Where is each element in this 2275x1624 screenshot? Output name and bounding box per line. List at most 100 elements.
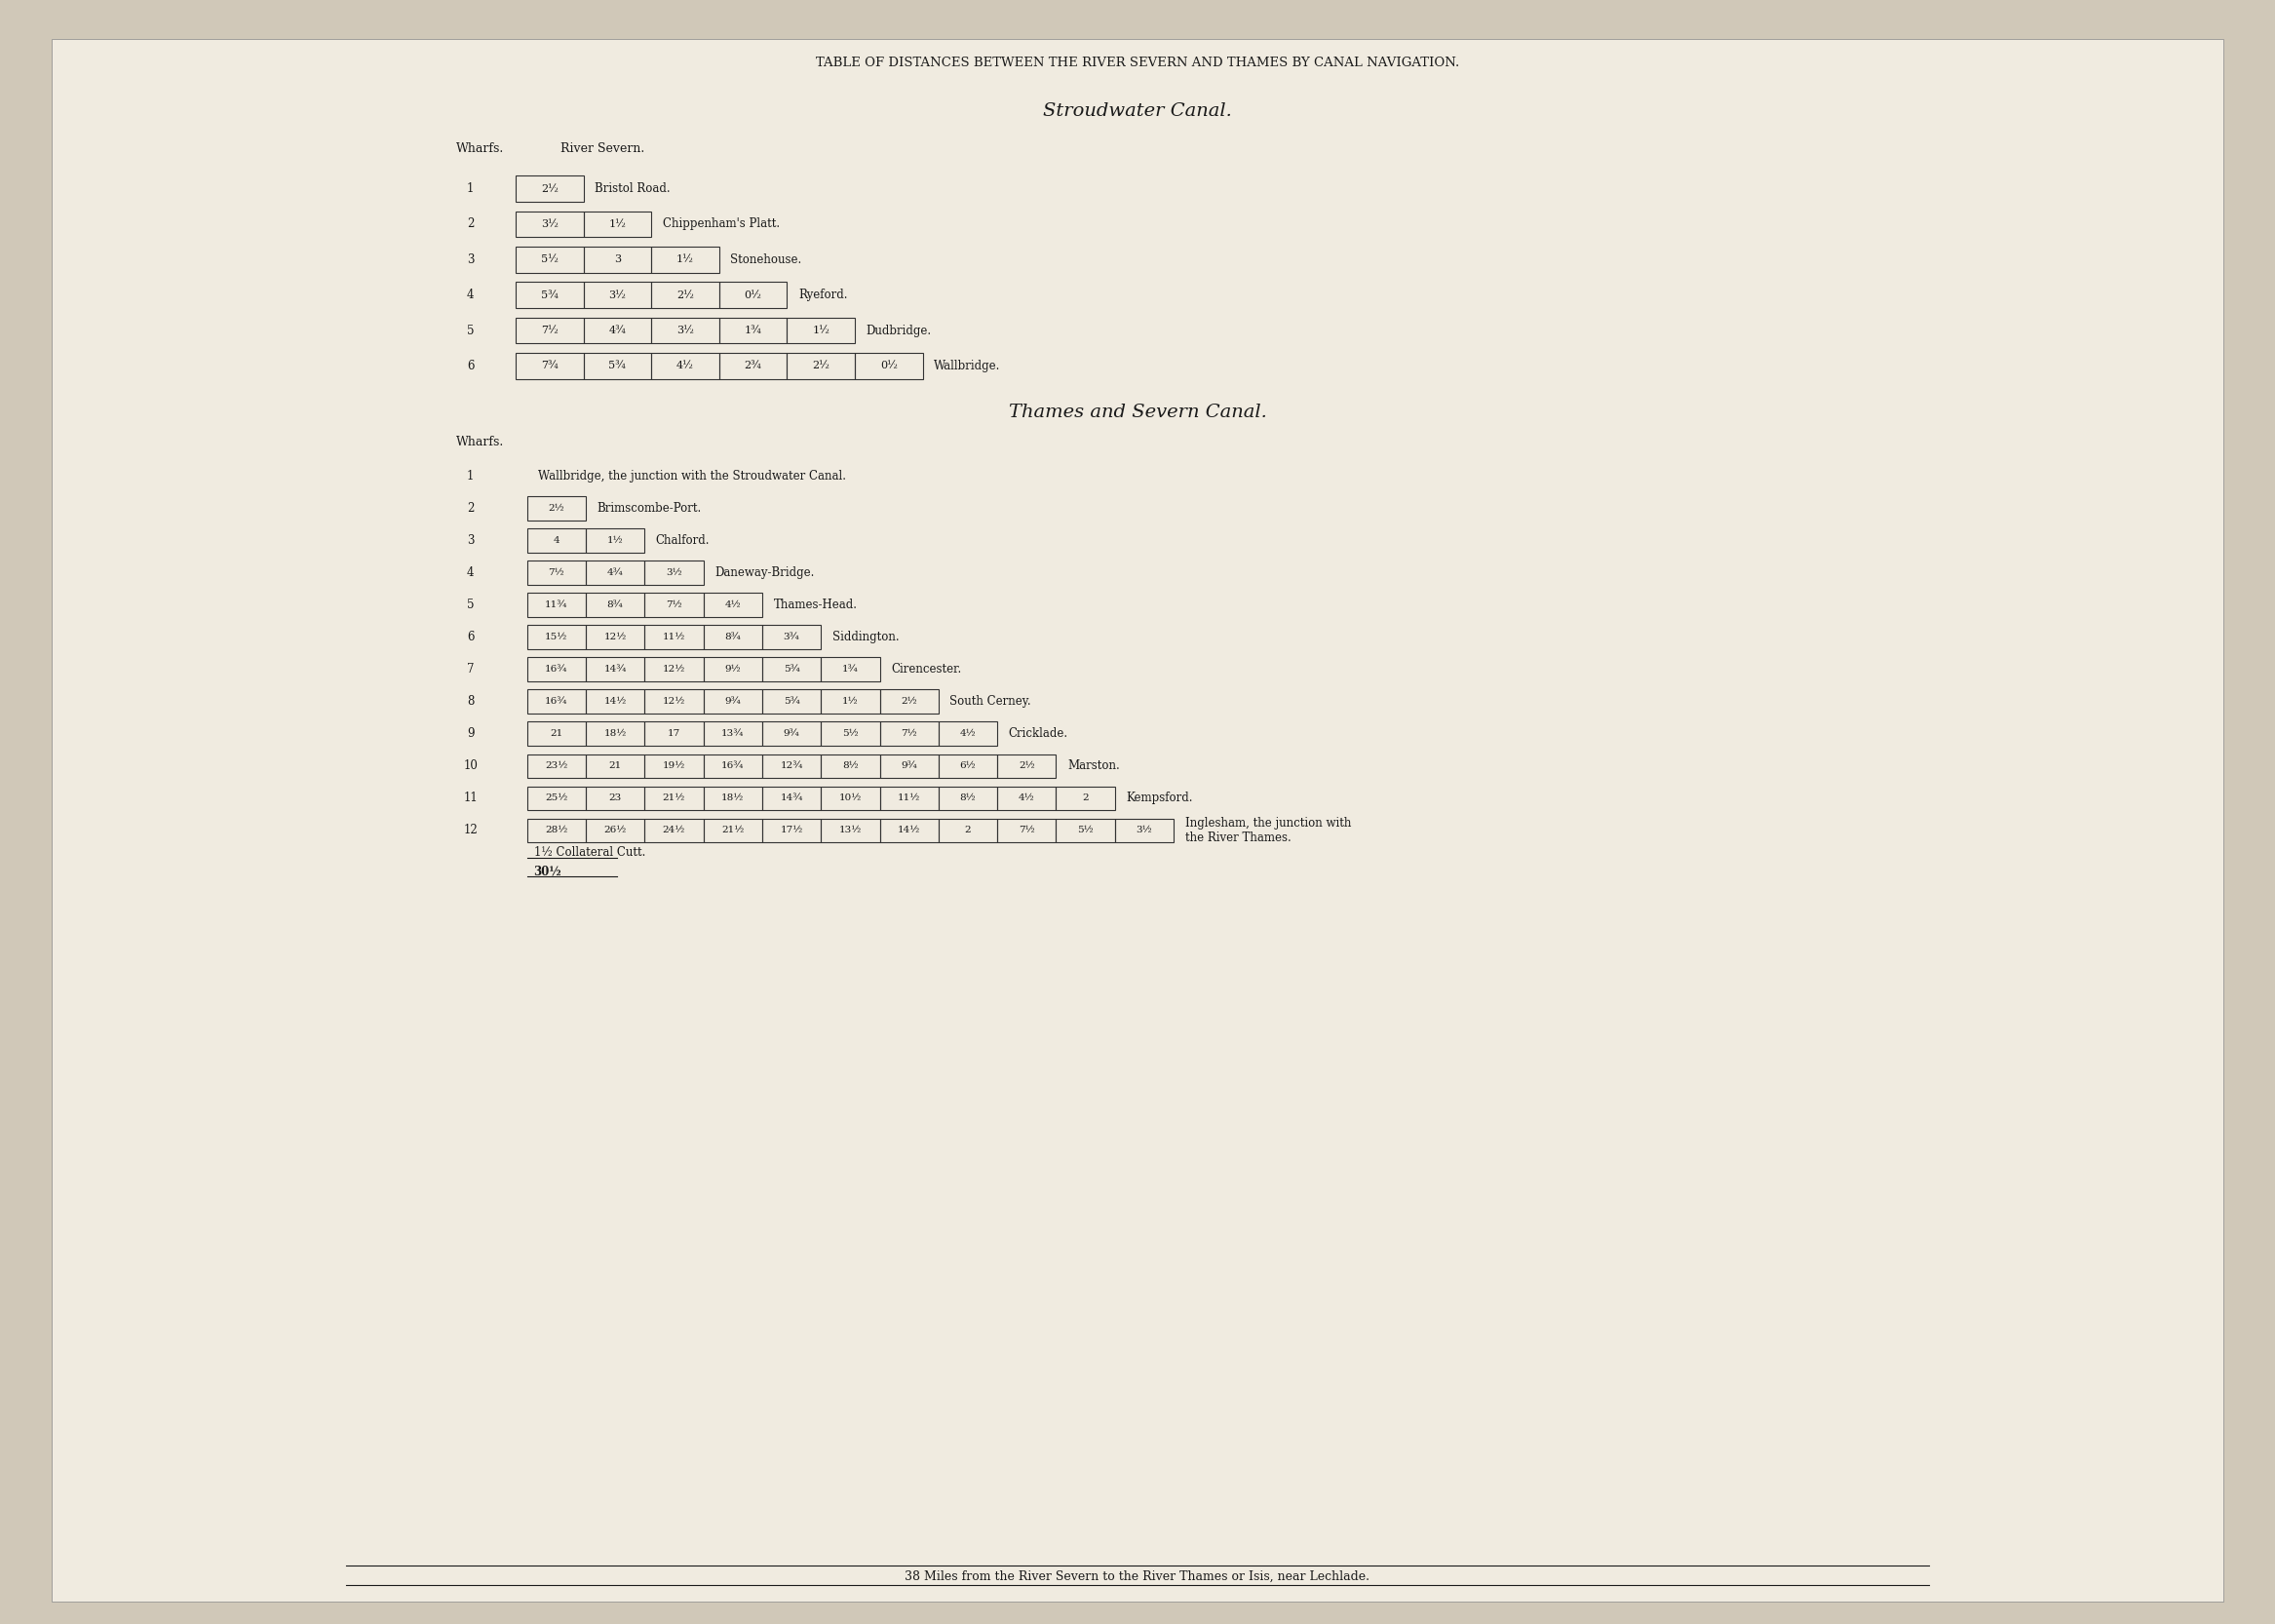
Text: 9: 9: [466, 728, 473, 741]
Text: 6½: 6½: [960, 762, 976, 770]
Bar: [880, 721, 940, 745]
Bar: [703, 786, 762, 810]
Text: 16¾: 16¾: [546, 697, 569, 706]
Bar: [644, 625, 703, 650]
Text: TABLE OF DISTANCES BETWEEN THE RIVER SEVERN AND THAMES BY CANAL NAVIGATION.: TABLE OF DISTANCES BETWEEN THE RIVER SEV…: [817, 57, 1458, 70]
Text: 1¾: 1¾: [842, 666, 858, 674]
Bar: [940, 754, 996, 778]
Text: 4½: 4½: [1019, 794, 1035, 802]
Text: 21½: 21½: [662, 794, 685, 802]
Text: Wallbridge.: Wallbridge.: [935, 359, 1001, 372]
Text: 11¾: 11¾: [546, 601, 569, 609]
Text: 21½: 21½: [721, 827, 744, 835]
Text: 5: 5: [466, 325, 473, 336]
Text: 21: 21: [610, 762, 621, 770]
Bar: [651, 352, 719, 378]
Text: Ryeford.: Ryeford.: [799, 289, 849, 302]
Text: 1½: 1½: [842, 697, 858, 706]
Bar: [528, 658, 585, 682]
Bar: [528, 560, 585, 585]
Bar: [762, 754, 821, 778]
Text: 4¾: 4¾: [607, 568, 623, 577]
Text: 9¾: 9¾: [783, 729, 799, 739]
Text: Wharfs.: Wharfs.: [457, 435, 505, 448]
Text: 18½: 18½: [603, 729, 626, 739]
Text: 8½: 8½: [842, 762, 858, 770]
Text: 3½: 3½: [676, 325, 694, 335]
Bar: [762, 625, 821, 650]
Text: Stroudwater Canal.: Stroudwater Canal.: [1042, 102, 1233, 120]
Bar: [1115, 818, 1174, 843]
Bar: [585, 658, 644, 682]
Text: 6: 6: [466, 359, 473, 372]
Bar: [528, 497, 585, 521]
Text: 5½: 5½: [842, 729, 858, 739]
FancyBboxPatch shape: [52, 39, 2223, 1601]
Text: 3½: 3½: [610, 291, 626, 300]
Text: 2: 2: [466, 218, 473, 231]
Text: 1½: 1½: [812, 325, 830, 335]
Text: 3½: 3½: [1135, 827, 1153, 835]
Bar: [585, 625, 644, 650]
Text: 19½: 19½: [662, 762, 685, 770]
Bar: [703, 721, 762, 745]
Bar: [516, 175, 582, 201]
Text: 11½: 11½: [899, 794, 921, 802]
Text: 28½: 28½: [546, 827, 569, 835]
Bar: [516, 318, 582, 343]
Bar: [821, 818, 880, 843]
Text: 3¾: 3¾: [783, 633, 799, 641]
Text: 2½: 2½: [541, 184, 557, 193]
Text: 4: 4: [466, 289, 473, 302]
Bar: [516, 211, 582, 237]
Bar: [582, 283, 651, 309]
Text: Thames-Head.: Thames-Head.: [774, 599, 858, 611]
Text: 9¾: 9¾: [723, 697, 742, 706]
Text: 3: 3: [466, 534, 473, 547]
Text: 11: 11: [464, 793, 478, 804]
Bar: [821, 658, 880, 682]
Text: 14¾: 14¾: [603, 666, 626, 674]
Text: Cirencester.: Cirencester.: [892, 663, 962, 676]
Bar: [528, 786, 585, 810]
Text: 14¾: 14¾: [780, 794, 803, 802]
Text: 12: 12: [464, 825, 478, 836]
Bar: [528, 690, 585, 715]
Bar: [528, 721, 585, 745]
Bar: [855, 352, 924, 378]
Text: 4: 4: [466, 567, 473, 580]
Bar: [644, 593, 703, 617]
Text: 18½: 18½: [721, 794, 744, 802]
Bar: [582, 318, 651, 343]
Text: 2¾: 2¾: [744, 361, 762, 370]
Bar: [703, 690, 762, 715]
Bar: [880, 786, 940, 810]
Text: 7½: 7½: [667, 601, 682, 609]
Text: 26½: 26½: [603, 827, 626, 835]
Bar: [762, 786, 821, 810]
Text: 25½: 25½: [546, 794, 569, 802]
Text: 5: 5: [466, 599, 473, 611]
Bar: [940, 786, 996, 810]
Text: 8½: 8½: [960, 794, 976, 802]
Text: 1½: 1½: [607, 536, 623, 546]
Bar: [762, 690, 821, 715]
Text: 5¾: 5¾: [783, 697, 799, 706]
Bar: [644, 818, 703, 843]
Text: 0½: 0½: [880, 361, 896, 370]
Bar: [644, 560, 703, 585]
Text: Siddington.: Siddington.: [833, 632, 899, 643]
Text: 23½: 23½: [546, 762, 569, 770]
Text: 24½: 24½: [662, 827, 685, 835]
Text: 10: 10: [464, 760, 478, 773]
Bar: [651, 247, 719, 273]
Text: 7½: 7½: [901, 729, 917, 739]
Bar: [528, 528, 585, 552]
Text: Marston.: Marston.: [1067, 760, 1119, 773]
Bar: [821, 754, 880, 778]
Text: River Severn.: River Severn.: [562, 143, 644, 154]
Bar: [940, 721, 996, 745]
Bar: [787, 352, 855, 378]
Text: 16¾: 16¾: [546, 666, 569, 674]
Bar: [585, 818, 644, 843]
